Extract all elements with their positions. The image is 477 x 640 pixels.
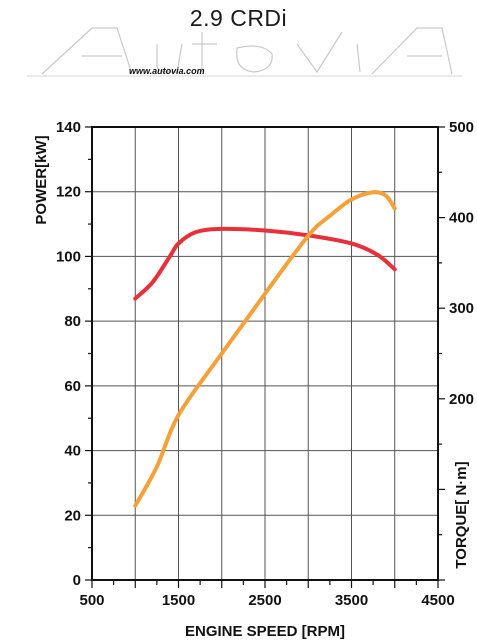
x-tick-label: 1500 <box>162 592 195 609</box>
x-tick-label: 4500 <box>421 592 454 609</box>
x-tick-label: 2500 <box>248 592 281 609</box>
y-tick-label: 60 <box>64 378 81 395</box>
page-title: 2.9 CRDi <box>189 5 288 31</box>
y2-tick-label: 500 <box>449 119 474 136</box>
y-tick-label: 0 <box>73 572 81 589</box>
y-axis-title: POWER[kW] <box>33 135 50 224</box>
y-tick-label: 100 <box>56 248 81 265</box>
torque-curve <box>133 190 397 508</box>
x-axis-title: ENGINE SPEED [RPM] <box>185 623 345 640</box>
y-tick-label: 40 <box>64 443 81 460</box>
x-tick-label: 3500 <box>335 592 368 609</box>
y-tick-label: 120 <box>56 184 81 201</box>
y-tick-label: 140 <box>56 119 81 136</box>
y-tick-label: 20 <box>64 507 81 524</box>
y-tick-label: 80 <box>64 313 81 330</box>
y2-tick-label: 300 <box>449 300 474 317</box>
y2-tick-label: 400 <box>449 210 474 227</box>
autovia-logo-watermark <box>27 27 462 77</box>
y2-tick-label: 200 <box>449 391 474 408</box>
x-tick-label: 500 <box>79 592 104 609</box>
y2-axis-title: TORQUE[ N·m] <box>453 461 470 568</box>
website-url: www.autovia.com <box>129 66 205 76</box>
